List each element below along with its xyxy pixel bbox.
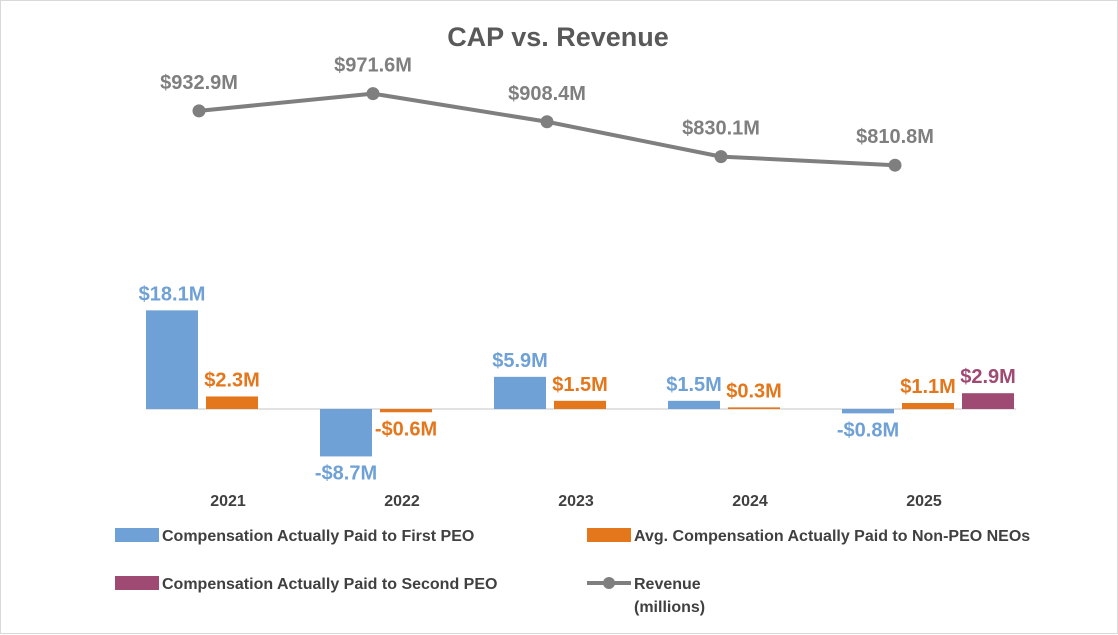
legend-item-compensation-actually-paid-to-second-peo: Compensation Actually Paid to Second PEO xyxy=(115,576,497,593)
bar-avg-compensation-actually-paid-to-non-peo-neos-2025 xyxy=(902,403,954,409)
revenue-point-2025 xyxy=(888,158,902,172)
legend-item-revenue: Revenue (millions) xyxy=(587,576,705,616)
revenue-label-2021: $932.9M xyxy=(160,72,238,94)
value-label-avg-compensation-actually-paid-to-non-peo-neos-2025: $1.1M xyxy=(900,376,956,398)
legend-label-compensation-actually-paid-to-first-peo: Compensation Actually Paid to First PEO xyxy=(162,528,474,545)
chart-title: CAP vs. Revenue xyxy=(447,22,669,52)
legend: Compensation Actually Paid to First PEO A… xyxy=(115,528,1030,616)
legend-label-compensation-actually-paid-to-second-peo: Compensation Actually Paid to Second PEO xyxy=(162,576,497,593)
value-label-compensation-actually-paid-to-first-peo-2025: -$0.8M xyxy=(837,419,899,441)
value-label-compensation-actually-paid-to-first-peo-2021: $18.1M xyxy=(139,283,206,305)
legend-item-avg-compensation-actually-paid-to-non-peo-neos: Avg. Compensation Actually Paid to Non-P… xyxy=(587,528,1030,545)
value-label-compensation-actually-paid-to-first-peo-2023: $5.9M xyxy=(492,350,548,372)
data-labels-layer: $18.1M$2.3M-$8.7M-$0.6M$5.9M$1.5M $1.5M $0… xyxy=(139,55,1016,485)
value-label-avg-compensation-actually-paid-to-non-peo-neos-2023: $1.5M xyxy=(552,374,608,396)
legend-swatch-compensation-actually-paid-to-second-peo xyxy=(115,576,159,590)
bar-compensation-actually-paid-to-first-peo-2023 xyxy=(494,376,546,409)
value-label-avg-compensation-actually-paid-to-non-peo-neos-2022: -$0.6M xyxy=(375,418,437,440)
revenue-label-2022: $971.6M xyxy=(334,55,412,77)
bar-avg-compensation-actually-paid-to-non-peo-neos-2023 xyxy=(554,400,606,409)
bar-compensation-actually-paid-to-second-peo-2025 xyxy=(962,393,1014,409)
legend-label-line2: (millions) xyxy=(634,599,705,616)
bar-avg-compensation-actually-paid-to-non-peo-neos-2021 xyxy=(206,396,258,409)
value-label-avg-compensation-actually-paid-to-non-peo-neos-2024: $0.3M xyxy=(726,380,782,402)
revenue-label-2024: $830.1M xyxy=(682,118,760,140)
bar-compensation-actually-paid-to-first-peo-2021 xyxy=(146,310,198,409)
bar-compensation-actually-paid-to-first-peo-2022 xyxy=(320,409,372,457)
x-tick-label-2022: 2022 xyxy=(384,493,420,510)
x-axis-ticks: 2021 2022 2023 2024 2025 xyxy=(210,493,942,510)
revenue-label-2023: $908.4M xyxy=(508,83,586,105)
bars-layer xyxy=(146,310,1016,457)
bar-avg-compensation-actually-paid-to-non-peo-neos-2024 xyxy=(728,407,780,409)
revenue-point-2021 xyxy=(192,104,206,118)
value-label-compensation-actually-paid-to-first-peo-2022: -$8.7M xyxy=(315,462,377,484)
legend-swatch-avg-compensation-actually-paid-to-non-peo-neos xyxy=(587,528,631,542)
bar-compensation-actually-paid-to-first-peo-2025 xyxy=(842,409,894,414)
revenue-point-2022 xyxy=(366,87,380,101)
x-tick-label-2024: 2024 xyxy=(732,493,768,510)
legend-item-compensation-actually-paid-to-first-peo: Compensation Actually Paid to First PEO xyxy=(115,528,474,545)
value-label-compensation-actually-paid-to-second-peo-2025: $2.9M xyxy=(960,366,1016,388)
revenue-label-2025: $810.8M xyxy=(856,126,934,148)
x-tick-label-2025: 2025 xyxy=(906,493,942,510)
legend-label-revenue: Revenue xyxy=(634,576,701,593)
legend-swatch-marker xyxy=(603,577,615,589)
bar-avg-compensation-actually-paid-to-non-peo-neos-2022 xyxy=(380,409,432,413)
legend-label-avg-compensation-actually-paid-to-non-peo-neos: Avg. Compensation Actually Paid to Non-P… xyxy=(634,528,1030,545)
x-tick-label-2023: 2023 xyxy=(558,493,594,510)
x-tick-label-2021: 2021 xyxy=(210,493,246,510)
revenue-point-2023 xyxy=(540,115,554,129)
value-label-avg-compensation-actually-paid-to-non-peo-neos-2021: $2.3M xyxy=(204,369,260,391)
revenue-point-2024 xyxy=(714,150,728,164)
value-label-compensation-actually-paid-to-first-peo-2024: $1.5M xyxy=(666,374,722,396)
legend-swatch-compensation-actually-paid-to-first-peo xyxy=(115,528,159,542)
revenue-line-layer xyxy=(192,87,902,172)
bar-compensation-actually-paid-to-first-peo-2024 xyxy=(668,400,720,409)
